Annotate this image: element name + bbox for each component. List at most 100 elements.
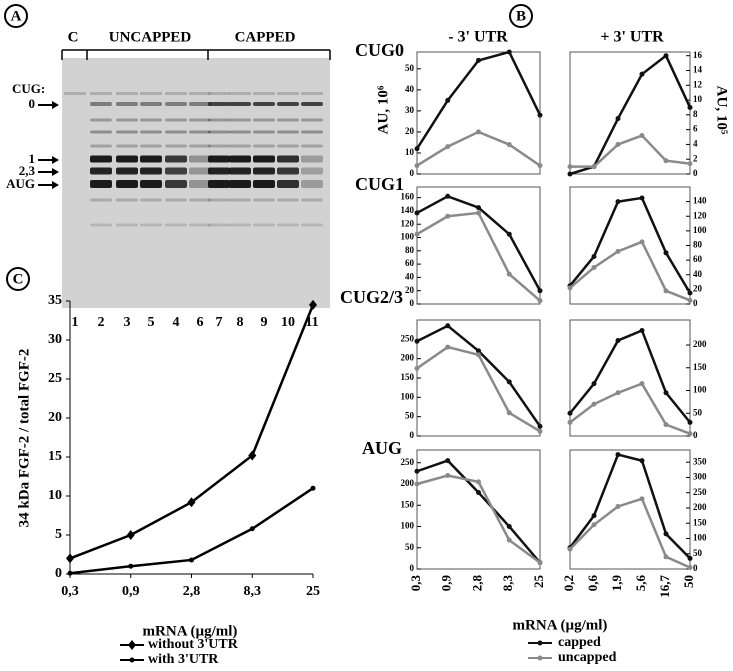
y-tick-label: 250 xyxy=(401,457,415,467)
gel-band xyxy=(253,198,275,202)
gel-band xyxy=(277,167,299,175)
marker xyxy=(445,323,451,329)
panel-badge xyxy=(4,4,28,28)
y-tick-label: 0 xyxy=(693,298,698,308)
gel-band xyxy=(208,223,230,227)
marker xyxy=(639,195,645,201)
marker xyxy=(249,526,255,532)
y-tick-label: 14 xyxy=(693,65,703,75)
gel-band xyxy=(208,180,230,188)
y-tick-label: 140 xyxy=(401,205,415,215)
panel-badge xyxy=(509,4,533,28)
x-tick-label: 50 xyxy=(681,575,696,588)
marker xyxy=(615,199,621,205)
gel-band xyxy=(253,144,275,148)
marker xyxy=(639,496,645,502)
y-tick-label: 12 xyxy=(693,79,703,89)
legend-marker xyxy=(129,657,135,663)
y-tick-label: 100 xyxy=(401,232,415,242)
marker xyxy=(537,423,543,429)
arrow-head xyxy=(52,156,59,164)
gel-band xyxy=(116,223,138,227)
gel-band xyxy=(189,130,211,134)
lane-label: 8 xyxy=(237,315,244,330)
gel-band xyxy=(116,180,138,188)
arrow-head xyxy=(52,168,59,176)
x-axis-label: mRNA (µg/ml) xyxy=(143,623,238,639)
marker xyxy=(591,513,597,519)
arrow-head xyxy=(52,101,59,109)
x-tick-label: 0,9 xyxy=(122,584,140,599)
marker xyxy=(506,271,512,277)
gel-band xyxy=(208,167,230,175)
y-tick-label: 200 xyxy=(693,502,707,512)
y-tick-label: 100 xyxy=(693,533,707,543)
marker xyxy=(567,546,573,552)
marker xyxy=(248,450,257,461)
marker xyxy=(414,146,420,152)
gel-band xyxy=(90,167,112,175)
gel-band xyxy=(116,102,138,106)
marker xyxy=(445,193,451,199)
marker xyxy=(663,158,669,164)
gel-band xyxy=(229,198,251,202)
gel-band xyxy=(90,180,112,188)
gel-band xyxy=(301,167,323,175)
marker xyxy=(445,344,451,350)
gel-band xyxy=(90,144,112,148)
gel-band xyxy=(229,180,251,188)
y-tick-label: 30 xyxy=(405,105,415,115)
x-tick-label: 1,9 xyxy=(609,575,624,592)
y-tick-label: 10 xyxy=(693,94,703,104)
gel-header: CAPPED xyxy=(235,29,296,45)
marker xyxy=(414,468,420,474)
gel-band xyxy=(140,198,162,202)
band-label: 1 xyxy=(29,151,36,166)
y-tick-label: 25 xyxy=(48,371,62,386)
x-tick-label: 0,3 xyxy=(408,575,423,592)
y-tick-label: 50 xyxy=(405,411,415,421)
gel-band xyxy=(165,223,187,227)
gel-band xyxy=(140,118,162,122)
gel-band xyxy=(165,102,187,106)
gel-band xyxy=(90,198,112,202)
marker xyxy=(537,163,543,169)
y-tick-label: 6 xyxy=(693,124,698,134)
y-tick-label: 0 xyxy=(693,168,698,178)
gel-band xyxy=(189,144,211,148)
x-axis-label: mRNA (µg/ml) xyxy=(513,617,608,633)
x-tick-label: 0,3 xyxy=(61,584,79,599)
y-tick-label: 20 xyxy=(48,410,62,425)
marker xyxy=(506,537,512,543)
y-tick-label: 100 xyxy=(401,391,415,401)
marker xyxy=(663,422,669,428)
gel-band xyxy=(140,130,162,134)
y-tick-label: 0 xyxy=(410,298,415,308)
marker xyxy=(639,381,645,387)
marker xyxy=(639,71,645,77)
marker xyxy=(310,485,316,491)
lane-label: 1 xyxy=(72,315,79,330)
gel-band xyxy=(189,92,211,95)
series-line xyxy=(416,459,541,564)
gel-band xyxy=(165,92,187,95)
gel-band xyxy=(253,223,275,227)
y-tick-label: 60 xyxy=(405,258,415,268)
y-tick-label: 10 xyxy=(48,488,62,503)
gel-band xyxy=(165,130,187,134)
gel-band xyxy=(277,130,299,134)
legend-label: without 3'UTR xyxy=(148,637,239,652)
gel-band xyxy=(140,223,162,227)
gel-band xyxy=(165,144,187,148)
y-tick-label: 0 xyxy=(410,430,415,440)
y-tick-label: 50 xyxy=(693,548,703,558)
series-line xyxy=(416,474,541,564)
marker xyxy=(663,554,669,560)
gel-band xyxy=(301,130,323,134)
marker xyxy=(476,57,481,63)
gel-band xyxy=(116,118,138,122)
band-label: AUG xyxy=(6,176,35,191)
row-label: CUG0 xyxy=(355,40,404,60)
y-tick-label: 50 xyxy=(693,407,703,417)
